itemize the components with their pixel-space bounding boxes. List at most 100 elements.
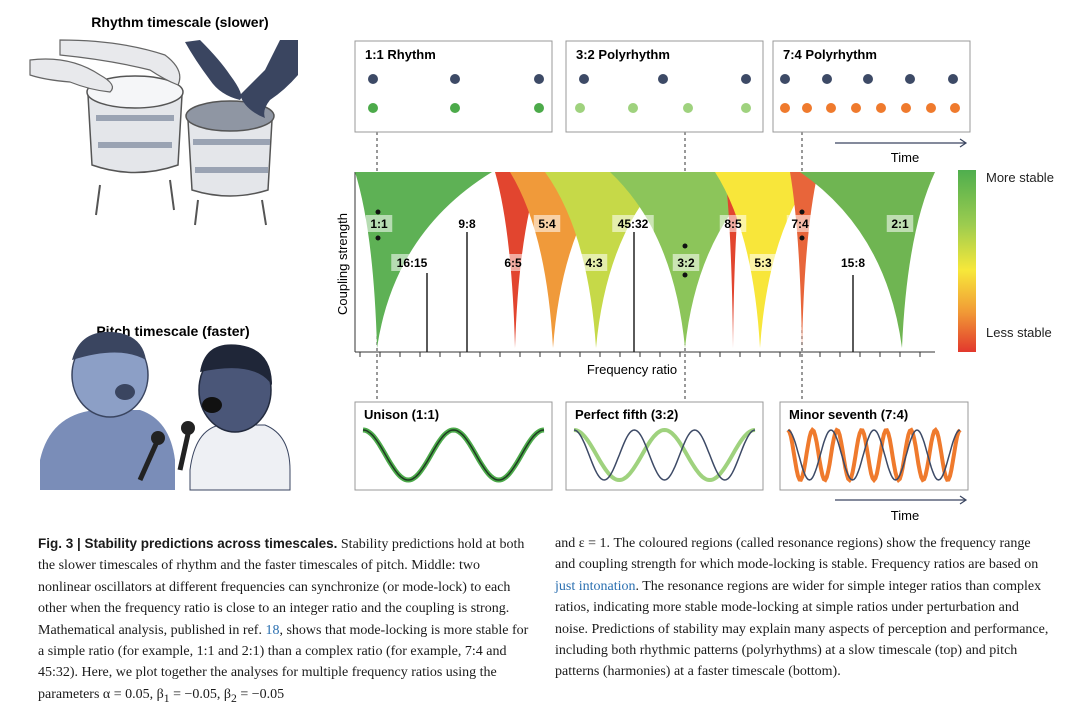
ratio-label: 8:5 bbox=[724, 217, 742, 231]
beat-dot bbox=[368, 74, 378, 84]
beat-dot bbox=[905, 74, 915, 84]
beat-dot bbox=[876, 103, 886, 113]
rhythm-panel-title: 1:1 Rhythm bbox=[365, 47, 436, 62]
marker-dot bbox=[799, 235, 805, 241]
waveform bbox=[786, 427, 962, 484]
caption-text: = −0.05 bbox=[236, 686, 285, 702]
rhythm-panel-title: 7:4 Polyrhythm bbox=[783, 47, 877, 62]
ratio-label-bg bbox=[672, 254, 700, 271]
marker-dot bbox=[682, 272, 688, 278]
caption-text: and ε = 1. The coloured regions (called … bbox=[555, 536, 1039, 573]
beat-dot bbox=[534, 74, 544, 84]
pitch-label: Pitch timescale (faster) bbox=[96, 323, 249, 339]
ratio-label-bg bbox=[453, 215, 481, 232]
beat-dot bbox=[658, 74, 668, 84]
waveform bbox=[573, 429, 756, 481]
beat-dot bbox=[450, 103, 460, 113]
beat-dot bbox=[683, 103, 693, 113]
caption-text: = −0.05, β bbox=[169, 686, 232, 702]
beat-dot bbox=[950, 103, 960, 113]
ratio-label: 5:3 bbox=[754, 256, 772, 270]
beat-dot bbox=[926, 103, 936, 113]
ratio-label-bg bbox=[365, 215, 393, 232]
figure: Rhythm timescale (slower) Pitch timescal… bbox=[29, 14, 976, 523]
beat-dot bbox=[863, 74, 873, 84]
beat-dot bbox=[741, 103, 751, 113]
caption-text: Stability predictions hold at both the s… bbox=[38, 537, 525, 638]
y-axis-label: Coupling strength bbox=[335, 213, 350, 315]
marker-dot bbox=[375, 235, 381, 241]
beat-dot bbox=[628, 103, 638, 113]
ratio-label-bg bbox=[499, 254, 527, 271]
marker-dot bbox=[682, 243, 688, 249]
rhythm-panel bbox=[772, 40, 971, 133]
beat-dot bbox=[780, 103, 790, 113]
subscript: 1 bbox=[163, 691, 170, 705]
time-label: Time bbox=[891, 508, 919, 523]
drums-illustration bbox=[29, 39, 298, 226]
ratio-label: 9:8 bbox=[458, 217, 476, 231]
marker-dot bbox=[799, 209, 805, 215]
ratio-label: 16:15 bbox=[397, 256, 428, 270]
waveform bbox=[362, 429, 545, 481]
beat-dot bbox=[579, 74, 589, 84]
ratio-label-bg bbox=[786, 215, 814, 232]
ratio-label-bg bbox=[836, 254, 870, 271]
ratio-label: 1:1 bbox=[370, 217, 388, 231]
caption-label: Fig. 3 | Stability predictions across ti… bbox=[38, 536, 338, 551]
beat-dot bbox=[741, 74, 751, 84]
ratio-label: 6:5 bbox=[504, 256, 522, 270]
rhythm-panel bbox=[565, 40, 764, 133]
time-arrow bbox=[835, 495, 968, 505]
pitch-panel-title: Perfect fifth (3:2) bbox=[575, 407, 678, 422]
stability-colorbar bbox=[958, 170, 976, 352]
ratio-label-bg bbox=[533, 215, 561, 232]
caption-text: . The resonance regions are wider for si… bbox=[555, 578, 1049, 680]
beat-dot bbox=[802, 103, 812, 113]
beat-dot bbox=[368, 103, 378, 113]
beat-dot bbox=[450, 74, 460, 84]
beat-dot bbox=[826, 103, 836, 113]
ratio-label: 5:4 bbox=[538, 217, 556, 231]
beat-dot bbox=[575, 103, 585, 113]
marker-dot bbox=[375, 209, 381, 215]
pitch-panel bbox=[779, 401, 969, 491]
waveform bbox=[787, 429, 961, 481]
ratio-label: 7:4 bbox=[791, 217, 809, 231]
waveform bbox=[573, 427, 756, 483]
caption-text: , shows that mode-locking is more stable… bbox=[38, 622, 529, 702]
time-label: Time bbox=[891, 150, 919, 165]
ratio-label-bg bbox=[719, 215, 747, 232]
rhythm-label: Rhythm timescale (slower) bbox=[91, 14, 268, 30]
beat-dot bbox=[948, 74, 958, 84]
rhythm-panel bbox=[354, 40, 553, 133]
ratio-label: 3:2 bbox=[677, 256, 695, 270]
subscript: 2 bbox=[231, 691, 237, 705]
ratio-label: 45:32 bbox=[618, 217, 649, 231]
intonation-link[interactable]: just intonation bbox=[555, 578, 636, 594]
beat-dot bbox=[780, 74, 790, 84]
ratio-label: 2:1 bbox=[891, 217, 909, 231]
pitch-panel bbox=[354, 401, 553, 491]
time-arrow bbox=[835, 138, 968, 148]
beat-dot bbox=[822, 74, 832, 84]
caption-right: and ε = 1. The coloured regions (called … bbox=[555, 533, 1053, 683]
caption-left: Fig. 3 | Stability predictions across ti… bbox=[38, 533, 534, 709]
legend-top: More stable bbox=[986, 170, 1054, 185]
ratio-label-bg bbox=[749, 254, 777, 271]
reference-link[interactable]: 18 bbox=[265, 622, 280, 638]
ratio-label: 15:8 bbox=[841, 256, 865, 270]
pitch-panel-title: Unison (1:1) bbox=[364, 407, 439, 422]
beat-dot bbox=[534, 103, 544, 113]
rhythm-panel-title: 3:2 Polyrhythm bbox=[576, 47, 670, 62]
ratio-label-bg bbox=[391, 254, 433, 271]
ratio-label: 4:3 bbox=[585, 256, 603, 270]
x-axis-label: Frequency ratio bbox=[587, 362, 677, 377]
ratio-label-bg bbox=[886, 215, 914, 232]
ratio-label-bg bbox=[612, 215, 654, 232]
beat-dot bbox=[851, 103, 861, 113]
ratio-label-bg bbox=[580, 254, 608, 271]
legend-bottom: Less stable bbox=[986, 325, 1052, 340]
resonance-region bbox=[790, 172, 818, 348]
